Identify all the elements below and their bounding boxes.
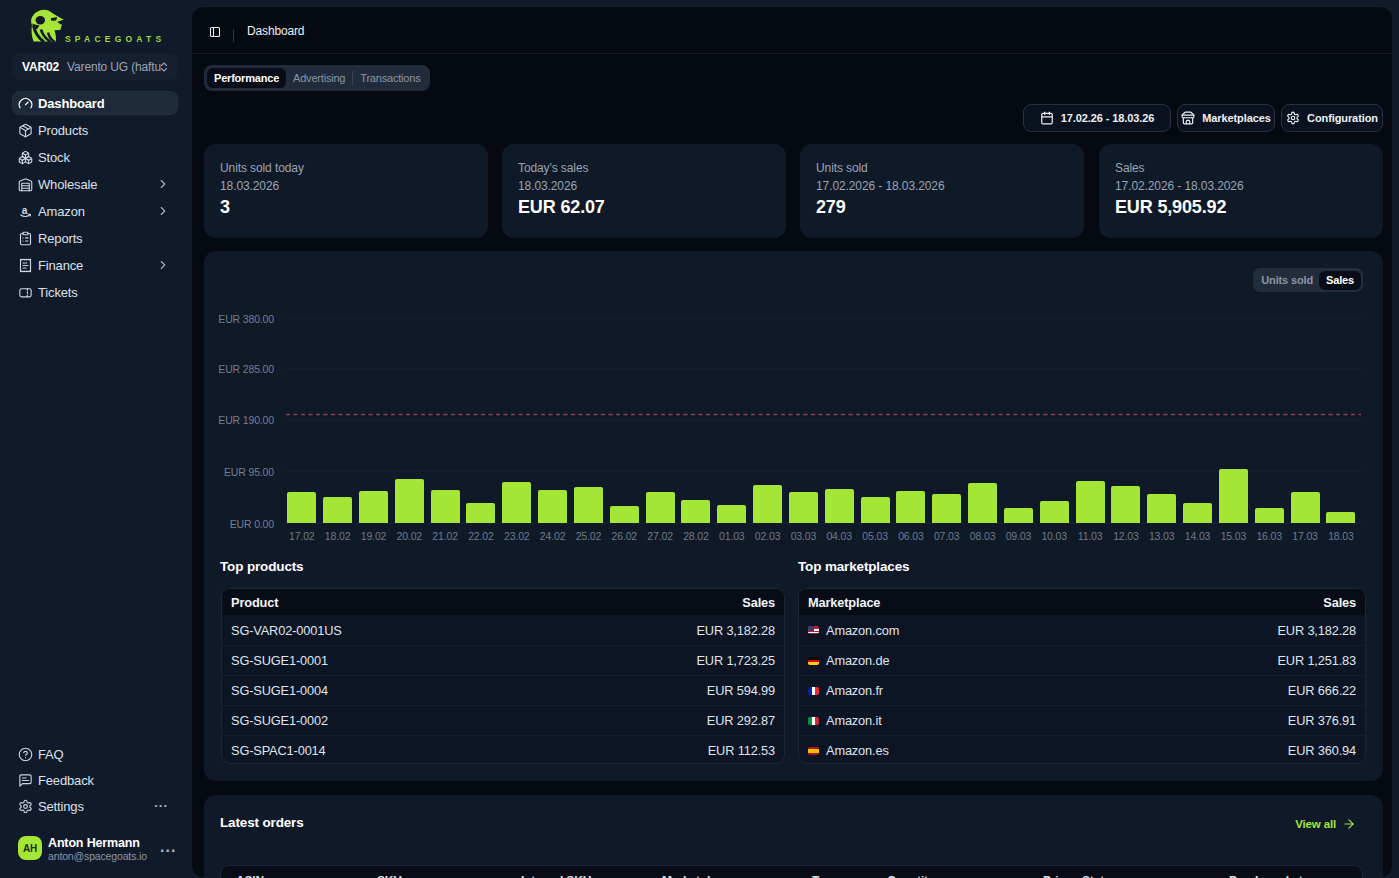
svg-text:a: a bbox=[22, 205, 28, 216]
